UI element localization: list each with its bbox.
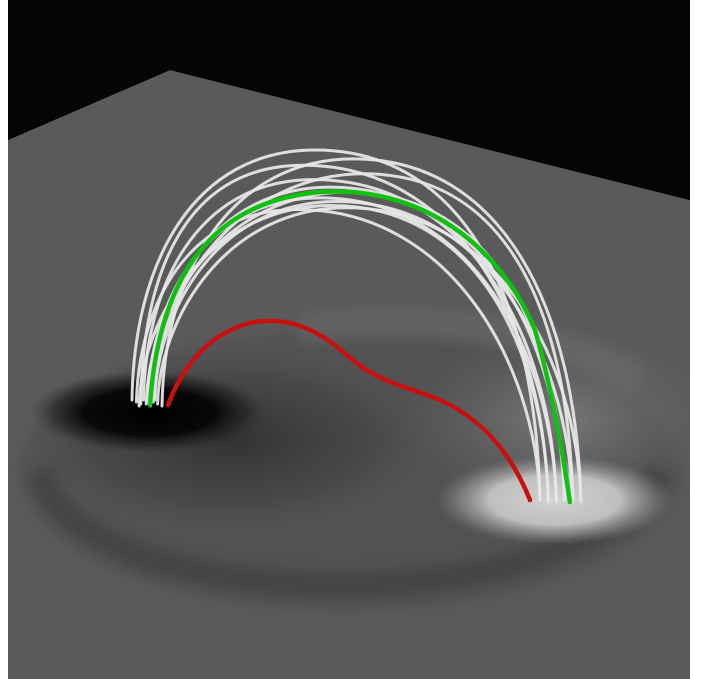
flux-rope-field-line [165,318,533,503]
coronal-loop-field-line [139,163,550,504]
coronal-loop-field-line [160,157,583,504]
negative-polarity-spot [30,370,270,454]
highlighted-field-line [147,189,573,505]
coronal-loop-field-line [156,206,583,502]
coronal-loop-field-line [142,178,558,502]
